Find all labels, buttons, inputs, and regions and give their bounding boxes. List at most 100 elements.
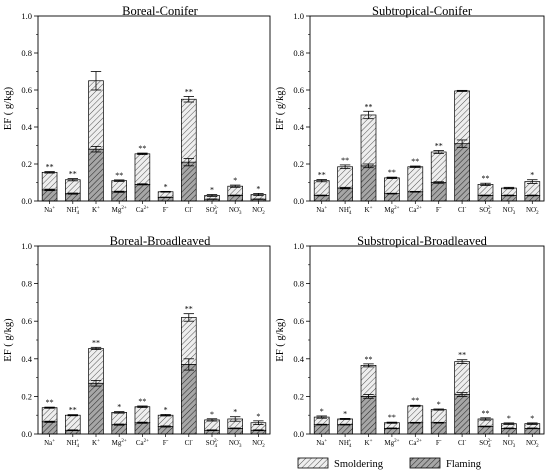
ion-charge: 2+: [144, 206, 150, 211]
bar-smoldering: [407, 166, 424, 193]
ion-charge: 2+: [394, 439, 400, 444]
ion-symbol: SO: [479, 439, 488, 447]
ion-subscript: 2: [536, 444, 539, 449]
ion-charge: -: [262, 206, 264, 211]
bar-flaming: [313, 195, 330, 202]
x-tick-label: Na+: [44, 206, 55, 214]
ion-symbol: Cl: [458, 439, 465, 447]
significance-mark: **: [92, 338, 100, 347]
chart-panel-1: Boreal-Conifer EF ( g/kg) 0.0 0.2 0.4 0.6 0.8 1…: [3, 4, 271, 216]
bar-flaming: [134, 184, 151, 202]
legend-swatch-flaming: [409, 457, 441, 469]
ion-symbol: K: [92, 206, 97, 214]
ion-symbol: SO: [479, 206, 488, 214]
bar-flaming: [88, 148, 104, 202]
ion-charge: -: [465, 439, 467, 444]
bar-smoldering: [454, 361, 470, 395]
significance-mark: *: [343, 409, 347, 418]
significance-mark: *: [164, 405, 168, 414]
legend: Smoldering Flaming: [297, 457, 482, 470]
x-tick-label: F-: [436, 439, 442, 447]
ion-charge: -: [512, 206, 514, 211]
x-tick-label: Mg2+: [112, 439, 127, 447]
significance-mark: **: [69, 406, 77, 415]
bar-smoldering: [313, 180, 330, 196]
y-tick-label: 0.0: [293, 429, 304, 439]
x-tick-label: F-: [163, 206, 169, 214]
ion-symbol: Mg: [384, 439, 394, 447]
plot-frame: [309, 15, 545, 202]
ion-symbol: NH: [66, 439, 76, 447]
ion-subscript: 4: [488, 444, 491, 449]
ion-symbol: NO: [229, 439, 239, 447]
ion-charge: +: [348, 439, 351, 444]
y-tick-label: 0.0: [293, 196, 304, 206]
ion-symbol: NH: [339, 439, 349, 447]
y-tick-label: 0.6: [293, 316, 304, 326]
ion-symbol: Na: [316, 439, 325, 447]
x-tick-label: NO2-: [526, 206, 539, 216]
significance-mark: **: [341, 156, 349, 165]
ion-charge: -: [465, 206, 467, 211]
x-tick-label: Ca2+: [136, 206, 149, 214]
ion-charge: -: [440, 206, 442, 211]
ion-charge: 2-: [488, 439, 493, 444]
y-tick-label: 0.2: [293, 391, 304, 401]
bar-smoldering: [111, 180, 127, 193]
ion-symbol: NO: [503, 206, 513, 214]
bar-flaming: [360, 396, 377, 435]
ion-symbol: SO: [206, 439, 215, 447]
x-tick-label: F-: [163, 439, 169, 447]
y-tick-label: 0.6: [293, 85, 304, 95]
significance-mark: *: [210, 410, 214, 419]
bar-flaming: [337, 187, 353, 202]
significance-mark: **: [482, 409, 490, 418]
ion-symbol: Mg: [112, 439, 122, 447]
significance-mark: **: [482, 174, 490, 183]
significance-mark: **: [411, 157, 419, 166]
significance-mark: **: [388, 413, 396, 422]
chart-title: Substropical-Broadleaved: [357, 234, 488, 248]
significance-mark: **: [388, 168, 396, 177]
ion-charge: +: [97, 206, 100, 211]
bar-flaming: [181, 161, 197, 202]
bar-flaming: [227, 195, 243, 202]
bar-flaming: [111, 424, 127, 435]
chart-panel-4: Substropical-Broadleaved EF ( g/kg) 0.0 0.2…: [275, 234, 545, 449]
ion-charge: -: [191, 439, 193, 444]
x-tick-label: SO42-: [479, 439, 492, 449]
bar-flaming: [227, 428, 243, 435]
bar-smoldering: [477, 184, 494, 196]
y-tick-label: 0.2: [21, 391, 32, 401]
y-tick-label: 1.0: [293, 241, 304, 251]
x-tick-label: K+: [92, 206, 100, 214]
bar-smoldering: [111, 412, 127, 425]
x-tick-label: NO2-: [252, 439, 265, 449]
bar-smoldering: [65, 179, 81, 194]
ion-charge: -: [262, 439, 264, 444]
y-tick-label: 1.0: [293, 11, 304, 21]
ion-symbol: Ca: [136, 439, 145, 447]
x-tick-label: Na+: [316, 206, 327, 214]
x-tick-label: F-: [436, 206, 442, 214]
bar-smoldering: [134, 153, 151, 185]
ion-symbol: NH: [339, 206, 349, 214]
ion-charge: +: [76, 206, 79, 211]
ion-symbol: NO: [526, 439, 536, 447]
chart-panel-3: Boreal-Broadleaved EF ( g/kg) 0.0 0.2 0.4 0.6…: [3, 234, 271, 449]
significance-mark: *: [117, 403, 121, 412]
ion-symbol: Cl: [458, 206, 465, 214]
y-tick-label: 0.0: [21, 429, 32, 439]
legend-label-flaming: Flaming: [446, 459, 482, 470]
bar-flaming: [477, 195, 494, 202]
bar-flaming: [157, 426, 174, 435]
x-tick-label: Mg2+: [384, 206, 399, 214]
significance-mark: *: [256, 412, 260, 421]
bar-flaming: [41, 189, 58, 202]
y-axis-label: EF ( g/kg): [275, 318, 286, 362]
ion-subscript: 4: [488, 211, 491, 216]
bar-flaming: [501, 428, 517, 435]
ion-charge: -: [167, 206, 169, 211]
ion-subscript: 3: [239, 211, 242, 216]
